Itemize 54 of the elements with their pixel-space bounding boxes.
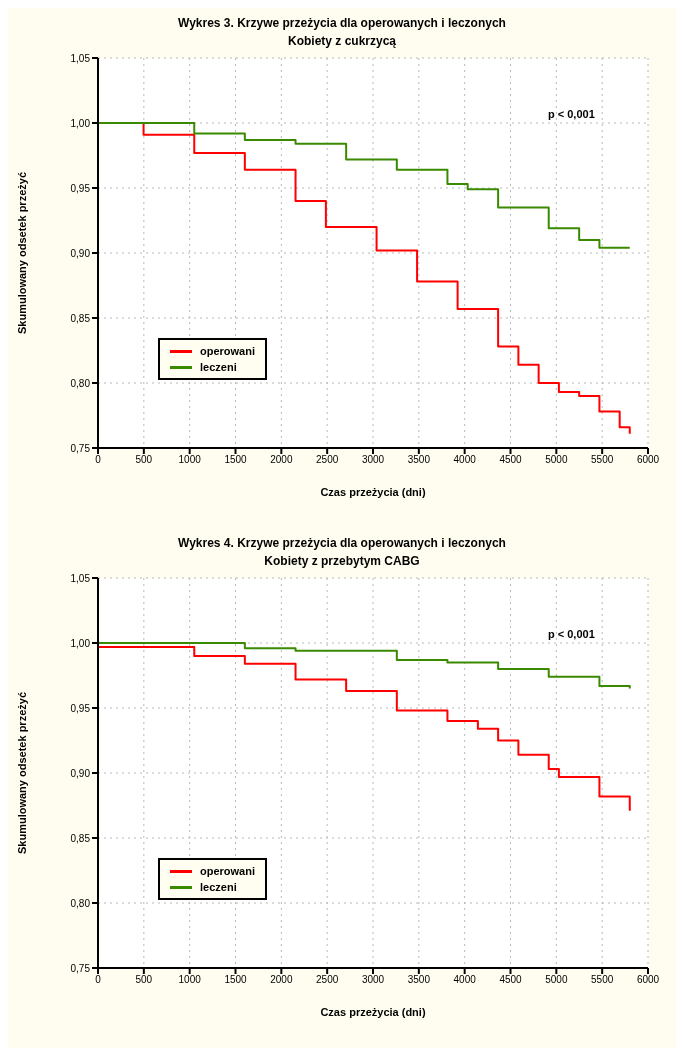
annotation: p < 0,001 bbox=[548, 628, 595, 640]
x-tick-label: 4000 bbox=[453, 454, 477, 466]
x-tick-label: 500 bbox=[135, 974, 153, 986]
x-tick-label: 4500 bbox=[499, 454, 523, 466]
x-tick-label: 3500 bbox=[407, 974, 431, 986]
x-tick-label: 5000 bbox=[545, 454, 568, 466]
y-tick-label: 0,85 bbox=[70, 312, 91, 324]
x-tick-label: 6000 bbox=[636, 454, 660, 466]
y-axis-title: Skumulowany odsetek przeżyć bbox=[15, 172, 28, 334]
x-tick-label: 5000 bbox=[545, 974, 568, 986]
chart-subtitle: Kobiety z cukrzycą bbox=[286, 33, 397, 48]
y-tick-label: 0,90 bbox=[70, 247, 91, 259]
y-tick-label: 1,05 bbox=[70, 52, 91, 64]
chart-subtitle: Kobiety z przebytym CABG bbox=[263, 553, 421, 568]
chart-title: Wykres 3. Krzywe przeżycia dla operowanych i leczonych bbox=[177, 15, 507, 30]
y-tick-label: 0,95 bbox=[70, 702, 91, 714]
x-tick-label: 1000 bbox=[178, 974, 202, 986]
x-tick-label: 500 bbox=[135, 454, 153, 466]
x-tick-label: 1000 bbox=[178, 454, 202, 466]
y-tick-label: 0,80 bbox=[70, 897, 91, 909]
chart-title: Wykres 4. Krzywe przeżycia dla operowanych i leczonych bbox=[177, 535, 507, 550]
x-axis-title: Czas przeżycia (dni) bbox=[320, 1006, 426, 1018]
x-tick-label: 0 bbox=[95, 454, 102, 466]
x-tick-label: 1500 bbox=[224, 974, 248, 986]
x-tick-label: 2500 bbox=[316, 974, 339, 986]
y-tick-label: 0,80 bbox=[70, 377, 91, 389]
x-tick-label: 2500 bbox=[316, 454, 339, 466]
x-tick-label: 1500 bbox=[224, 454, 248, 466]
y-tick-label: 1,00 bbox=[70, 637, 91, 649]
y-tick-label: 0,90 bbox=[70, 767, 91, 779]
y-tick-label: 1,00 bbox=[70, 117, 91, 129]
x-tick-label: 3500 bbox=[407, 454, 431, 466]
x-axis-title: Czas przeżycia (dni) bbox=[320, 486, 426, 498]
legend-label: operowani bbox=[200, 344, 256, 359]
x-tick-label: 5500 bbox=[591, 974, 614, 986]
x-tick-label: 4500 bbox=[499, 974, 523, 986]
x-tick-label: 3000 bbox=[361, 974, 385, 986]
legend-label: leczeni bbox=[200, 360, 237, 375]
y-tick-label: 0,85 bbox=[70, 832, 91, 844]
x-tick-label: 0 bbox=[95, 974, 102, 986]
legend-label: leczeni bbox=[200, 880, 237, 895]
x-tick-label: 6000 bbox=[636, 974, 660, 986]
x-tick-label: 4000 bbox=[453, 974, 477, 986]
y-tick-label: 0,75 bbox=[70, 442, 91, 454]
x-tick-label: 2000 bbox=[270, 974, 293, 986]
y-tick-label: 0,95 bbox=[70, 182, 91, 194]
x-tick-label: 5500 bbox=[591, 454, 614, 466]
x-tick-label: 3000 bbox=[361, 454, 385, 466]
y-axis-title: Skumulowany odsetek przeżyć bbox=[15, 692, 28, 854]
annotation: p < 0,001 bbox=[548, 108, 595, 120]
x-tick-label: 2000 bbox=[270, 454, 293, 466]
y-tick-label: 0,75 bbox=[70, 962, 91, 974]
y-tick-label: 1,05 bbox=[70, 572, 91, 584]
legend-label: operowani bbox=[200, 864, 256, 879]
